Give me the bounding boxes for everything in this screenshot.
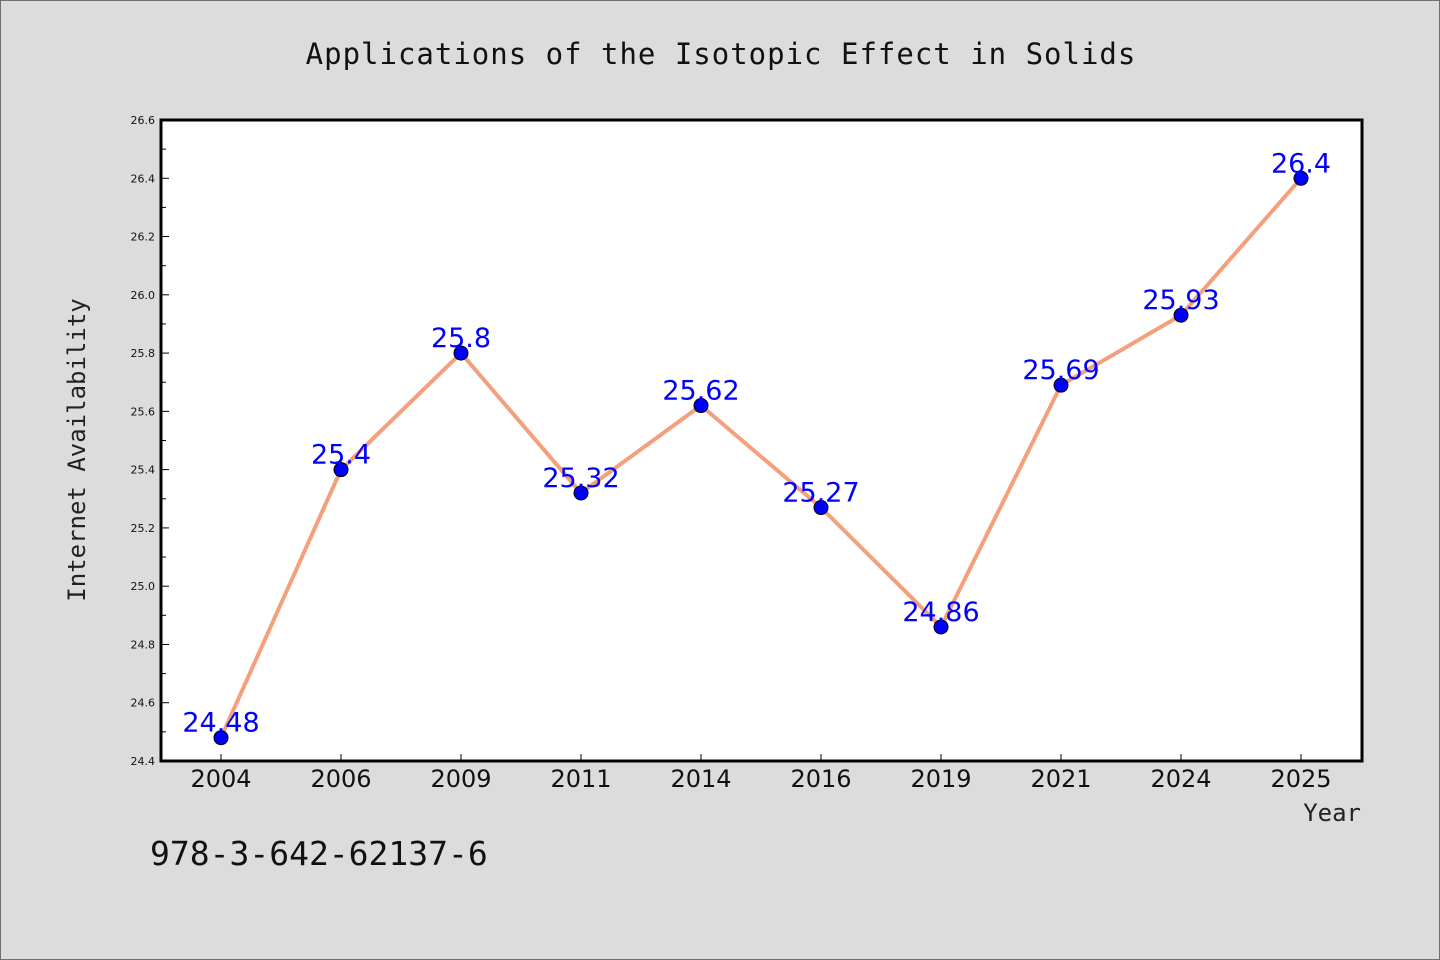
data-label: 25.27 xyxy=(782,478,859,509)
y-tick-label: 26.0 xyxy=(131,289,156,302)
y-tick-label: 24.6 xyxy=(131,697,156,710)
data-point xyxy=(573,485,589,501)
data-point xyxy=(813,500,829,516)
marker-layer xyxy=(213,170,1309,746)
x-tick-label: 2019 xyxy=(910,765,971,793)
y-tick-label: 25.0 xyxy=(131,580,156,593)
y-tick-label: 24.4 xyxy=(131,755,156,768)
y-tick-label: 25.8 xyxy=(131,347,156,360)
x-axis-ticks: 2004 2006 2009 2011 2014 2016 2019 2021 2024 2025 xyxy=(190,754,1332,793)
x-tick-label: 2006 xyxy=(310,765,371,793)
plot-border xyxy=(159,118,1364,763)
data-point xyxy=(933,619,949,635)
data-label: 24.86 xyxy=(902,597,979,628)
y-tick-label: 25.6 xyxy=(131,405,156,418)
y-tick-label: 25.4 xyxy=(131,464,156,477)
data-label: 24.48 xyxy=(182,708,259,739)
data-label: 25.8 xyxy=(431,323,491,354)
data-label: 25.4 xyxy=(311,440,371,471)
x-tick-label: 2004 xyxy=(190,765,251,793)
data-point xyxy=(1173,307,1189,323)
y-tick-label: 24.8 xyxy=(131,638,156,651)
plot-area xyxy=(161,120,1362,761)
data-label-layer: 24.48 25.4 25.8 25.32 25.62 25.27 24.86 25.69 25… xyxy=(182,148,1331,738)
data-point xyxy=(453,345,469,361)
y-axis-title: Internet Availability xyxy=(63,298,91,601)
y-axis-ticks: 24.4 24.6 24.8 25.0 25.2 25.4 25.6 25.8 26.0 26.2… xyxy=(131,114,169,768)
y-tick-label: 26.6 xyxy=(131,114,156,127)
data-point xyxy=(1293,170,1309,186)
x-tick-label: 2024 xyxy=(1150,765,1211,793)
x-tick-label: 2021 xyxy=(1030,765,1091,793)
y-tick-label: 26.2 xyxy=(131,231,156,244)
data-point xyxy=(333,462,349,478)
y-tick-label: 25.2 xyxy=(131,522,156,535)
data-label: 25.69 xyxy=(1022,355,1099,386)
x-tick-label: 2011 xyxy=(550,765,611,793)
data-label: 25.62 xyxy=(662,376,739,407)
data-label: 25.32 xyxy=(542,463,619,494)
data-label: 25.93 xyxy=(1142,285,1219,316)
data-label: 26.4 xyxy=(1271,148,1331,179)
isbn-text: 978-3-642-62137-6 xyxy=(150,834,488,873)
data-point xyxy=(693,398,709,414)
data-point xyxy=(213,730,229,746)
series-layer xyxy=(219,176,1303,740)
x-axis-title: Year xyxy=(1303,799,1361,827)
x-tick-label: 2014 xyxy=(670,765,731,793)
series-line xyxy=(219,176,1303,740)
data-point xyxy=(1053,377,1069,393)
y-tick-label: 26.4 xyxy=(131,172,156,185)
x-tick-label: 2025 xyxy=(1270,765,1331,793)
chart-title: Applications of the Isotopic Effect in S… xyxy=(306,37,1137,71)
x-tick-label: 2016 xyxy=(790,765,851,793)
x-tick-label: 2009 xyxy=(430,765,491,793)
